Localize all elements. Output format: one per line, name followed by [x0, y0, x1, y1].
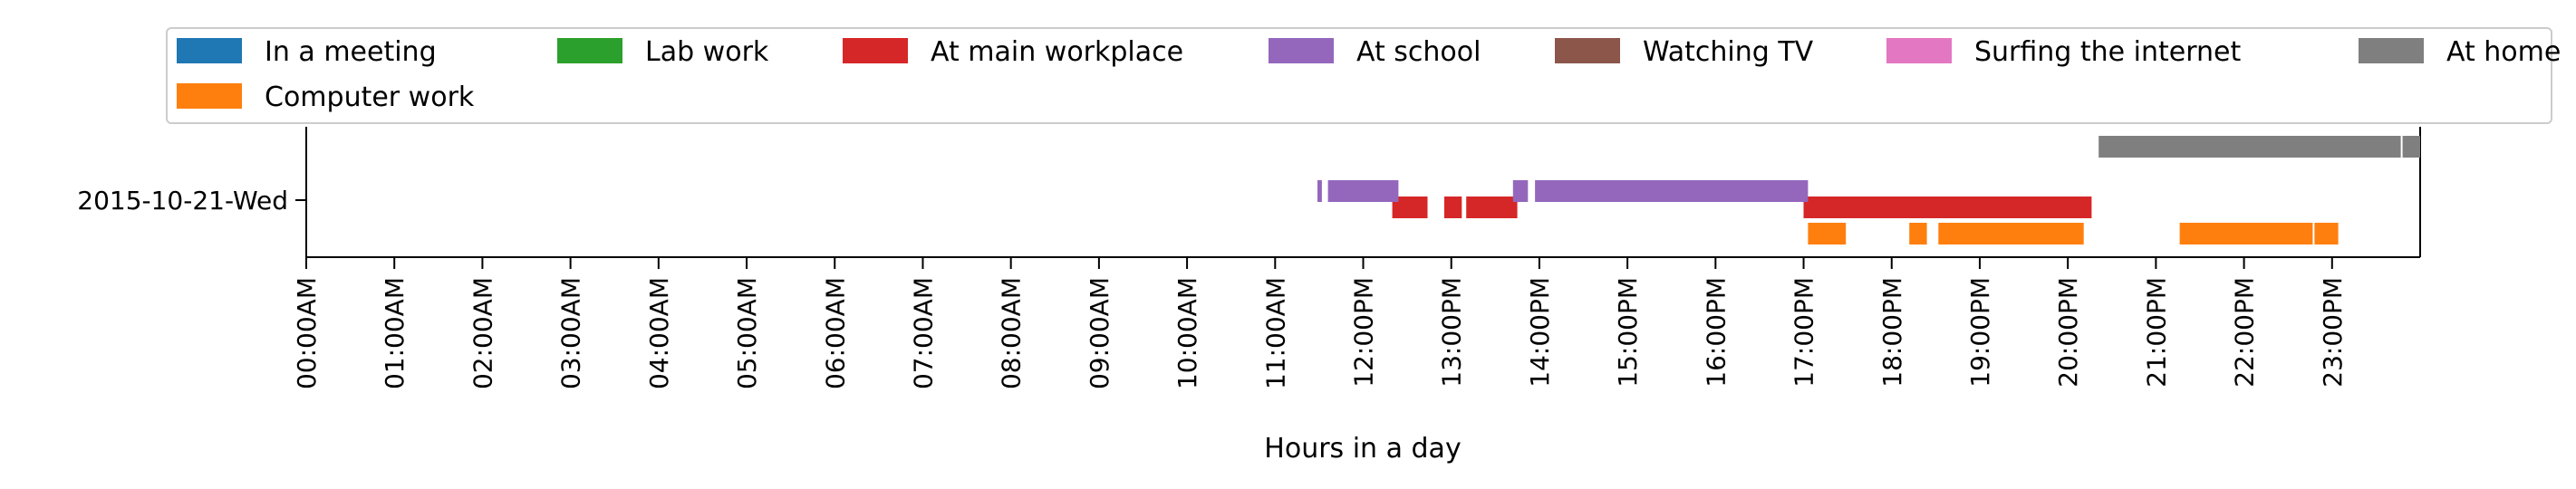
legend-swatch [843, 38, 908, 63]
bars-group [1317, 136, 2420, 244]
x-tick-label: 05:00AM [732, 277, 762, 389]
legend: In a meeting Lab work At main workplace At … [166, 27, 2561, 124]
x-tick-label: 16:00PM [1701, 277, 1731, 388]
x-tick-label: 03:00AM [556, 277, 586, 389]
x-tick-label: 00:00AM [292, 277, 322, 389]
legend-label: At school [1356, 36, 1481, 68]
x-tick-label: 15:00PM [1613, 277, 1643, 388]
legend-swatch [177, 83, 242, 109]
legend-label: Watching TV [1643, 36, 1814, 68]
x-tick-label: 11:00AM [1260, 277, 1290, 389]
x-tick-label: 21:00PM [2141, 277, 2171, 388]
legend-swatch [1269, 38, 1334, 63]
bar-at-main-workplace-1 [1443, 197, 1462, 218]
legend-label: At home [2446, 36, 2561, 68]
bar-at-home-0 [2098, 136, 2401, 158]
legend-swatch [557, 38, 622, 63]
bar-at-school-1 [1327, 180, 1399, 202]
x-tick-label: 10:00AM [1172, 277, 1202, 389]
x-tick-label: 12:00PM [1349, 277, 1379, 388]
x-tick-label: 14:00PM [1525, 277, 1555, 388]
x-ticks-group: 00:00AM 01:00AM 02:00AM 03:00AM 04:00AM 05:00… [292, 257, 2348, 389]
legend-label: At main workplace [931, 36, 1183, 68]
x-tick-label: 20:00PM [2053, 277, 2083, 388]
legend-swatch [1886, 38, 1952, 63]
legend-swatch [2359, 38, 2424, 63]
x-tick-label: 13:00PM [1437, 277, 1467, 388]
x-axis-title: Hours in a day [1264, 433, 1461, 465]
x-tick-label: 22:00PM [2230, 277, 2260, 388]
bar-computer-work-1 [1909, 223, 1927, 244]
x-tick-label: 23:00PM [2318, 277, 2348, 388]
bar-at-school-0 [1317, 180, 1322, 202]
bar-at-home-1 [2402, 136, 2420, 158]
bar-at-school-3 [1535, 180, 1809, 202]
legend-label: In a meeting [265, 36, 437, 68]
x-tick-label: 01:00AM [380, 277, 410, 389]
x-tick-label: 18:00PM [1877, 277, 1907, 388]
x-tick-label: 17:00PM [1790, 277, 1819, 388]
legend-frame [166, 27, 2552, 124]
bar-computer-work-2 [1938, 223, 2084, 244]
legend-label: Lab work [645, 36, 769, 68]
bar-at-main-workplace-3 [1803, 197, 2092, 218]
bar-computer-work-3 [2179, 223, 2313, 244]
legend-swatch [1555, 38, 1620, 63]
bar-computer-work-4 [2314, 223, 2339, 244]
x-tick-label: 04:00AM [644, 277, 674, 389]
legend-swatch [177, 38, 242, 63]
y-tick-label: 2015-10-21-Wed [77, 186, 288, 216]
legend-label: Computer work [265, 82, 475, 113]
x-tick-label: 09:00AM [1085, 277, 1114, 389]
plot-area: 00:00AM 01:00AM 02:00AM 03:00AM 04:00AM 05:00… [77, 127, 2421, 465]
x-tick-label: 02:00AM [468, 277, 497, 389]
bar-at-school-2 [1512, 180, 1529, 202]
x-tick-label: 07:00AM [908, 277, 938, 389]
legend-items: In a meeting Lab work At main workplace At … [177, 36, 2561, 113]
bar-at-main-workplace-2 [1466, 197, 1518, 218]
x-tick-label: 19:00PM [1965, 277, 1995, 388]
bar-computer-work-0 [1808, 223, 1847, 244]
x-tick-label: 08:00AM [997, 277, 1027, 389]
x-tick-label: 06:00AM [820, 277, 850, 389]
legend-label: Surfing the internet [1974, 36, 2241, 68]
